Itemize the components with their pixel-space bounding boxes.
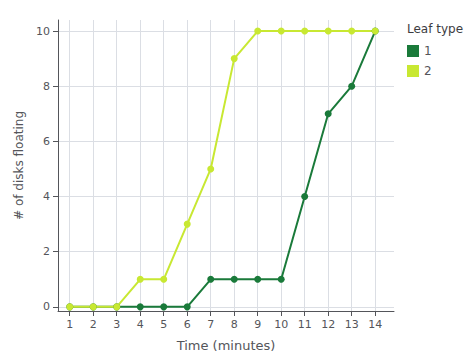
svg-text:1: 1 [66, 318, 73, 331]
svg-text:# of disks floating: # of disks floating [12, 111, 26, 220]
svg-text:2: 2 [424, 64, 432, 78]
svg-text:12: 12 [321, 318, 335, 331]
svg-text:5: 5 [160, 318, 167, 331]
svg-text:4: 4 [137, 318, 144, 331]
svg-text:6: 6 [184, 318, 191, 331]
svg-text:11: 11 [298, 318, 312, 331]
svg-text:10: 10 [36, 25, 50, 38]
svg-text:13: 13 [345, 318, 359, 331]
svg-text:Time (minutes): Time (minutes) [176, 338, 276, 353]
svg-text:2: 2 [43, 245, 50, 258]
svg-text:6: 6 [43, 135, 50, 148]
svg-text:7: 7 [207, 318, 214, 331]
svg-text:0: 0 [43, 300, 50, 313]
svg-text:8: 8 [231, 318, 238, 331]
svg-text:9: 9 [254, 318, 261, 331]
svg-text:4: 4 [43, 190, 50, 203]
svg-text:8: 8 [43, 80, 50, 93]
svg-text:3: 3 [113, 318, 120, 331]
svg-text:14: 14 [368, 318, 382, 331]
svg-text:1: 1 [424, 44, 432, 58]
svg-text:10: 10 [274, 318, 288, 331]
svg-text:2: 2 [90, 318, 97, 331]
svg-text:Leaf type: Leaf type [407, 22, 463, 36]
